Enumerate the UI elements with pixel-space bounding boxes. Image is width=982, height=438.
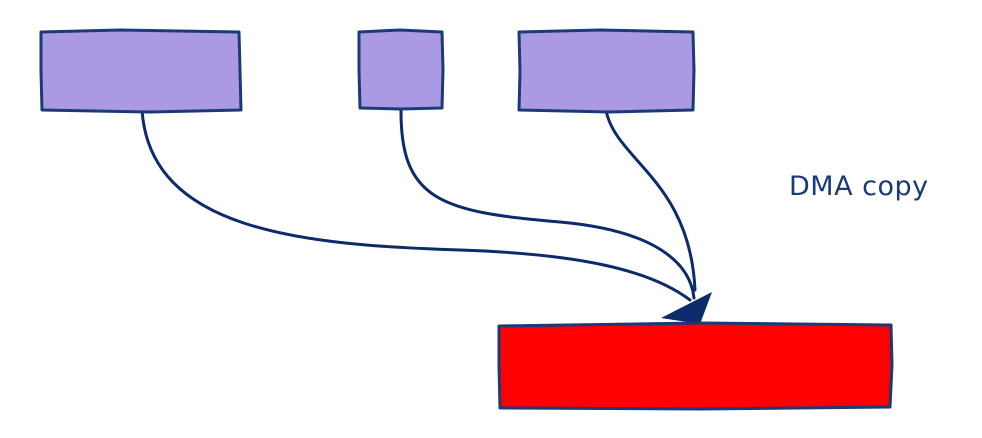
source-block-3	[517, 28, 696, 114]
source-block-1	[39, 28, 243, 114]
copy-arrow-3	[604, 108, 697, 292]
source-block-2	[357, 28, 445, 111]
dma-copy-label: DMA copy	[789, 171, 929, 202]
arrowhead	[661, 292, 712, 324]
destination-block	[497, 321, 894, 411]
copy-arrow-1	[140, 108, 692, 302]
copy-arrow-2	[399, 106, 696, 300]
